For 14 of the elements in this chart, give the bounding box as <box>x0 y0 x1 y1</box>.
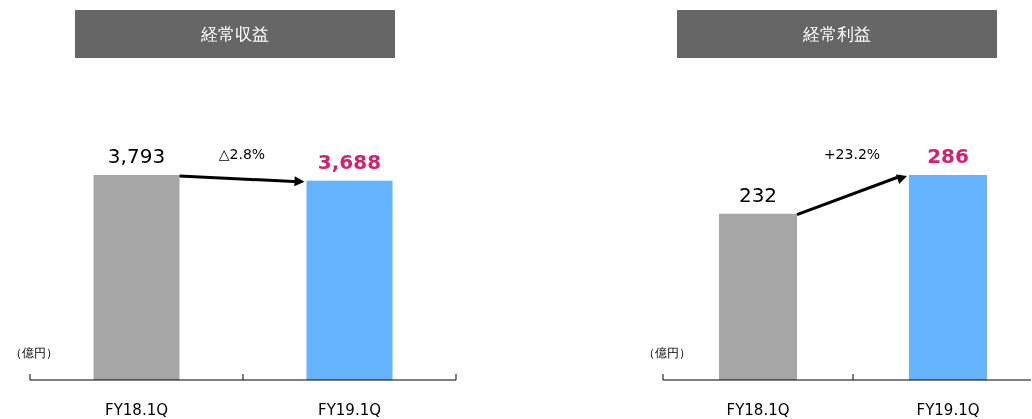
x-tick-label: FY19.1Q <box>318 401 381 419</box>
data-label: 286 <box>927 144 969 168</box>
data-label: 3,688 <box>317 149 382 174</box>
y-axis-title: （億円） <box>10 346 58 360</box>
chart-title: 経常収益 <box>200 24 269 44</box>
x-tick-label: FY18.1Q <box>726 401 790 419</box>
chart-title: 経常利益 <box>802 24 871 44</box>
data-label: 232 <box>738 182 778 207</box>
x-tick-label: FY19.1Q <box>916 401 980 419</box>
x-tick-label: FY18.1Q <box>105 401 168 419</box>
data-label: 3,793 <box>107 144 166 168</box>
text: △2.8% <box>218 146 266 162</box>
text: +23.2% <box>823 146 881 162</box>
y-axis-title: （億円） <box>643 346 691 360</box>
